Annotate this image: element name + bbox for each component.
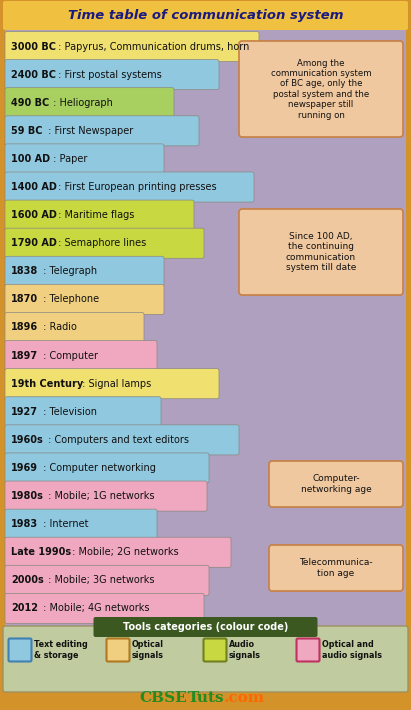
- Text: 100 AD: 100 AD: [11, 154, 50, 164]
- Text: 19th Century: 19th Century: [11, 378, 83, 388]
- Text: Tuts: Tuts: [187, 691, 224, 705]
- Text: 1838: 1838: [11, 266, 38, 276]
- FancyBboxPatch shape: [5, 200, 194, 230]
- Text: Optical and
audio signals: Optical and audio signals: [322, 640, 382, 660]
- FancyBboxPatch shape: [203, 638, 226, 662]
- Text: Late 1990s: Late 1990s: [11, 547, 71, 557]
- Text: : Paper: : Paper: [50, 154, 87, 164]
- Text: : Heliograph: : Heliograph: [50, 98, 113, 108]
- Text: Audio
signals: Audio signals: [229, 640, 261, 660]
- Text: : Telegraph: : Telegraph: [40, 266, 97, 276]
- FancyBboxPatch shape: [5, 594, 204, 623]
- FancyBboxPatch shape: [5, 481, 207, 511]
- FancyBboxPatch shape: [269, 545, 403, 591]
- Text: 2400 BC: 2400 BC: [11, 70, 56, 80]
- Text: : First postal systems: : First postal systems: [55, 70, 162, 80]
- Text: : Signal lamps: : Signal lamps: [79, 378, 151, 388]
- Text: 2012: 2012: [11, 604, 38, 613]
- FancyBboxPatch shape: [5, 88, 174, 118]
- FancyBboxPatch shape: [3, 626, 408, 692]
- Text: : Mobile; 1G networks: : Mobile; 1G networks: [45, 491, 155, 501]
- FancyBboxPatch shape: [106, 638, 129, 662]
- FancyBboxPatch shape: [5, 341, 157, 371]
- Text: 1897: 1897: [11, 351, 38, 361]
- Text: : Television: : Television: [40, 407, 97, 417]
- FancyBboxPatch shape: [239, 209, 403, 295]
- FancyBboxPatch shape: [9, 638, 32, 662]
- FancyBboxPatch shape: [93, 617, 318, 637]
- Text: : Computer networking: : Computer networking: [40, 463, 156, 473]
- Text: 1870: 1870: [11, 295, 38, 305]
- Text: Time table of communication system: Time table of communication system: [68, 9, 343, 23]
- FancyBboxPatch shape: [5, 144, 164, 174]
- Text: 1969: 1969: [11, 463, 38, 473]
- Text: : Internet: : Internet: [40, 519, 89, 529]
- Text: 1960s: 1960s: [11, 435, 44, 445]
- Text: 1790 AD: 1790 AD: [11, 239, 57, 248]
- Text: 1983: 1983: [11, 519, 38, 529]
- FancyBboxPatch shape: [239, 41, 403, 137]
- Text: .com: .com: [224, 691, 265, 705]
- Text: 1980s: 1980s: [11, 491, 44, 501]
- Text: Telecommunica-
tion age: Telecommunica- tion age: [299, 558, 373, 578]
- FancyBboxPatch shape: [5, 368, 219, 399]
- Text: Tools categories (colour code): Tools categories (colour code): [123, 622, 288, 632]
- FancyBboxPatch shape: [5, 172, 254, 202]
- Text: CBSE: CBSE: [140, 691, 187, 705]
- Text: : Computers and text editors: : Computers and text editors: [45, 435, 189, 445]
- Text: : Maritime flags: : Maritime flags: [55, 210, 134, 220]
- FancyBboxPatch shape: [5, 31, 259, 62]
- Text: : Mobile; 4G networks: : Mobile; 4G networks: [40, 604, 150, 613]
- Text: Optical
signals: Optical signals: [132, 640, 164, 660]
- Text: 3000 BC: 3000 BC: [11, 42, 56, 52]
- Text: 2000s: 2000s: [11, 575, 44, 585]
- FancyBboxPatch shape: [5, 256, 164, 286]
- Text: : First European printing presses: : First European printing presses: [55, 182, 216, 192]
- FancyBboxPatch shape: [5, 60, 219, 89]
- FancyBboxPatch shape: [5, 30, 406, 628]
- FancyBboxPatch shape: [3, 1, 408, 30]
- FancyBboxPatch shape: [5, 116, 199, 146]
- FancyBboxPatch shape: [5, 312, 144, 342]
- FancyBboxPatch shape: [5, 285, 164, 315]
- Text: 59 BC: 59 BC: [11, 126, 42, 136]
- Text: 1600 AD: 1600 AD: [11, 210, 57, 220]
- FancyBboxPatch shape: [5, 228, 204, 258]
- FancyBboxPatch shape: [5, 397, 161, 427]
- Text: Computer-
networking age: Computer- networking age: [300, 474, 372, 493]
- Text: Since 100 AD,
the continuing
communication
system till date: Since 100 AD, the continuing communicati…: [286, 232, 356, 272]
- FancyBboxPatch shape: [269, 461, 403, 507]
- Text: : First Newspaper: : First Newspaper: [45, 126, 133, 136]
- Text: 1896: 1896: [11, 322, 38, 332]
- FancyBboxPatch shape: [5, 425, 239, 455]
- Text: 1927: 1927: [11, 407, 38, 417]
- Text: : Semaphore lines: : Semaphore lines: [55, 239, 146, 248]
- Text: : Telephone: : Telephone: [40, 295, 99, 305]
- Text: Text editing
& storage: Text editing & storage: [34, 640, 88, 660]
- Text: : Papyrus, Communication drums, horn: : Papyrus, Communication drums, horn: [55, 42, 249, 52]
- Text: : Mobile; 2G networks: : Mobile; 2G networks: [69, 547, 179, 557]
- Text: : Radio: : Radio: [40, 322, 77, 332]
- Text: : Mobile; 3G networks: : Mobile; 3G networks: [45, 575, 155, 585]
- FancyBboxPatch shape: [5, 509, 157, 539]
- Text: 1400 AD: 1400 AD: [11, 182, 57, 192]
- Text: 490 BC: 490 BC: [11, 98, 49, 108]
- FancyBboxPatch shape: [5, 537, 231, 567]
- FancyBboxPatch shape: [5, 565, 209, 596]
- Text: Among the
communication system
of BC age, only the
postal system and the
newspap: Among the communication system of BC age…: [271, 58, 371, 119]
- FancyBboxPatch shape: [296, 638, 319, 662]
- FancyBboxPatch shape: [5, 453, 209, 483]
- Text: : Computer: : Computer: [40, 351, 98, 361]
